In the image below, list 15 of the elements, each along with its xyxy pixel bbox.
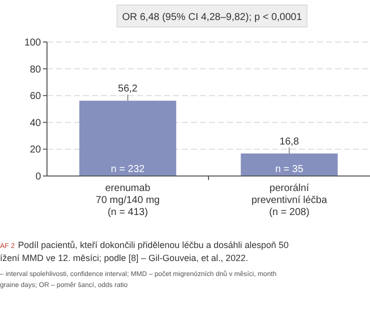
- annotation: n = 35: [275, 164, 304, 175]
- annotation: n = 232: [110, 164, 146, 175]
- y-tick-label: 20: [30, 144, 42, 156]
- x-tick-label: erenumab 70 mg/140 mg (n = 413): [96, 183, 160, 218]
- y-tick-label: 80: [30, 64, 42, 76]
- y-tick-label: 0: [35, 172, 42, 182]
- y-tick-label: 100: [24, 38, 42, 48]
- data-label: 56,2: [118, 84, 138, 95]
- text: ížení MMD ve 12. měsíci; podle [8] – Gil-Gouveia, et al., 2022.: [0, 253, 248, 263]
- data-label: 16,8: [280, 136, 300, 148]
- y-tick-label: 60: [30, 91, 42, 102]
- y-tick-label: 40: [30, 118, 42, 129]
- text: OR 6,48 (95% CI 4,28–9,82); p < 0,0001: [122, 12, 302, 23]
- text: Podíl pacientů, kteří dokončili přidělenou léčbu a dosáhli alespoň 50: [18, 240, 289, 250]
- x-tick-label: perorální preventivní léčba (n = 208): [251, 183, 328, 218]
